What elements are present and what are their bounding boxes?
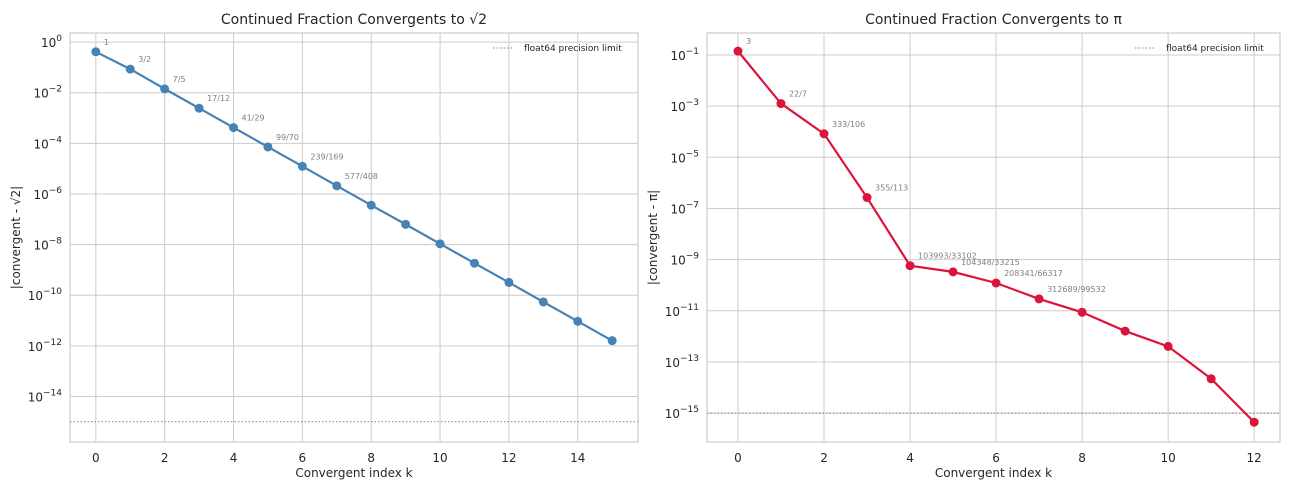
x-tick-label: 4 <box>906 451 914 465</box>
point-annotation: 1 <box>104 38 109 47</box>
pi-chart: 0 2 4 6 8 10 12 10−1 10−3 10−5 10−7 10−9 10−11 10−13 1… <box>646 12 1281 480</box>
y-tick-label: 10−8 <box>33 237 62 253</box>
point-annotation: 103993/33102 <box>918 252 977 261</box>
legend-label: float64 precision limit <box>1166 44 1264 54</box>
y-tick-label: 100 <box>41 34 62 50</box>
data-point <box>504 277 514 287</box>
series-line <box>95 50 613 342</box>
y-tick-label: 10−2 <box>33 85 62 101</box>
data-point <box>401 219 411 229</box>
x-axis-label: Convergent index k <box>935 466 1052 480</box>
point-annotation: 41/29 <box>242 114 265 123</box>
x-tick-label: 2 <box>161 451 169 465</box>
sqrt2-chart: 0 2 4 6 8 10 12 14 100 10−2 10−4 10−6 10−8 10−10 10−12… <box>9 12 639 480</box>
data-point <box>948 267 958 277</box>
data-point <box>862 193 872 203</box>
data-point <box>607 336 617 346</box>
data-point <box>263 142 273 152</box>
y-tick-label: 10−14 <box>28 388 63 404</box>
point-annotation: 22/7 <box>789 90 807 99</box>
data-point <box>229 123 239 133</box>
data-point <box>1249 417 1259 427</box>
x-tick-label: 0 <box>92 451 100 465</box>
plot-frame <box>706 32 1281 443</box>
data-point <box>1077 307 1087 317</box>
data-point <box>573 316 583 326</box>
point-annotation: 577/408 <box>345 172 378 181</box>
data-point <box>366 200 376 210</box>
y-tick-label: 10−3 <box>670 98 699 114</box>
x-tick-label: 12 <box>501 451 516 465</box>
point-annotation: 99/70 <box>276 133 299 142</box>
data-point <box>1163 341 1173 351</box>
y-tick-label: 10−5 <box>670 149 699 165</box>
x-tick-label: 10 <box>432 451 447 465</box>
y-tick-label: 10−1 <box>670 47 699 63</box>
data-point <box>125 64 135 74</box>
x-tick-label: 14 <box>570 451 585 465</box>
x-tick-label: 2 <box>820 451 828 465</box>
legend-label: float64 precision limit <box>524 44 622 54</box>
point-annotation: 3/2 <box>138 55 151 64</box>
x-tick-label: 6 <box>299 451 307 465</box>
point-annotation: 312689/99532 <box>1047 285 1106 294</box>
chart-title: Continued Fraction Convergents to √2 <box>221 12 487 28</box>
point-annotation: 104348/33215 <box>961 258 1020 267</box>
y-tick-label: 10−9 <box>670 252 699 268</box>
data-point <box>819 129 829 139</box>
x-tick-label: 8 <box>367 451 375 465</box>
data-point <box>91 47 101 57</box>
data-point <box>1206 374 1216 384</box>
y-tick-label: 10−12 <box>28 338 62 354</box>
point-annotation: 208341/66317 <box>1004 269 1063 278</box>
x-tick-label: 0 <box>734 451 742 465</box>
data-point <box>332 181 342 191</box>
point-annotation: 355/113 <box>875 184 908 193</box>
x-tick-label: 4 <box>230 451 238 465</box>
data-point <box>1034 294 1044 304</box>
x-tick-label: 8 <box>1078 451 1086 465</box>
point-annotation: 17/12 <box>207 94 230 103</box>
x-axis-label: Convergent index k <box>295 466 412 480</box>
y-tick-label: 10−10 <box>28 287 63 303</box>
point-annotation: 3 <box>746 37 751 46</box>
data-point <box>1120 326 1130 336</box>
y-tick-label: 10−15 <box>665 405 699 421</box>
y-tick-label: 10−7 <box>670 200 699 216</box>
point-annotation: 7/5 <box>173 75 186 84</box>
data-point <box>435 239 445 249</box>
y-tick-label: 10−11 <box>665 303 699 319</box>
data-point <box>194 103 204 113</box>
data-point <box>469 258 479 268</box>
data-point <box>160 84 170 94</box>
y-axis-label: |convergent - π| <box>646 190 660 285</box>
y-axis-label: |convergent - √2| <box>9 186 23 289</box>
chart-title: Continued Fraction Convergents to π <box>865 12 1122 28</box>
data-point <box>991 278 1001 288</box>
x-tick-label: 10 <box>1161 451 1176 465</box>
data-point <box>538 297 548 307</box>
data-point <box>776 99 786 109</box>
y-tick-label: 10−6 <box>33 186 62 202</box>
x-tick-label: 6 <box>992 451 1000 465</box>
y-tick-label: 10−13 <box>665 354 699 370</box>
point-annotation: 239/169 <box>310 152 343 161</box>
x-tick-label: 12 <box>1247 451 1262 465</box>
data-point <box>297 161 307 171</box>
data-point <box>733 46 743 56</box>
data-point <box>905 261 915 271</box>
y-tick-label: 10−4 <box>33 135 62 151</box>
point-annotation: 333/106 <box>832 120 865 129</box>
plot-frame <box>69 32 639 443</box>
